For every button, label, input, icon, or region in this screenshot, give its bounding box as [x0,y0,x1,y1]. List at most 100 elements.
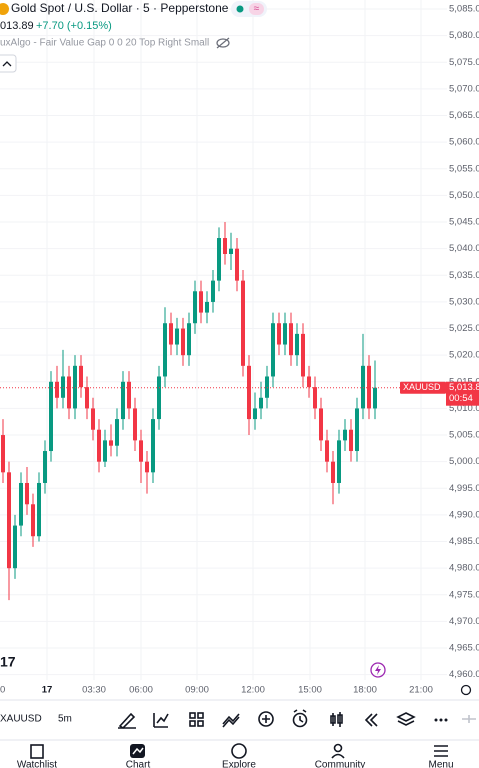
grid-layer [0,0,447,680]
candle-body [61,376,65,398]
candle-body [283,323,287,345]
badge-glyph: ≈ [254,4,260,15]
y-tick-label: 5,085.0 [449,4,479,15]
candle-body [97,429,101,462]
candle-body [79,365,83,388]
y-tick-label: 5,055.0 [449,163,479,174]
candle-body [199,291,203,313]
data-badge [249,3,264,15]
last-price: 013.89 [0,20,34,32]
candle-body [361,365,365,409]
candle-body [325,440,329,462]
candle-body [109,440,113,446]
y-tick-label: 5,040.0 [449,243,479,254]
candle-body [163,323,167,377]
y-tick-label: 5,000.0 [449,456,479,467]
candle-body [1,435,5,473]
candle-body [349,429,353,452]
toolbar-symbol[interactable]: XAUUSD [0,714,42,725]
nav-labels: Watchlist Chart Explore Community Menu [17,760,454,768]
lightning-icon [375,665,381,675]
candle-body [55,381,59,398]
candle-body [355,408,359,452]
candle-body [187,323,191,356]
candle-body [151,419,155,473]
candle-body [19,482,23,526]
candle-body [43,451,47,483]
candle-body [331,461,335,483]
candle-body [367,365,371,409]
candle-body [67,376,71,409]
candle-body [373,387,377,409]
x-tick-label: 17 [42,685,53,696]
candle-body [205,301,209,313]
candle-body [193,291,197,324]
candle-body [121,381,125,420]
community-icon [333,743,343,753]
candle-body [271,323,275,377]
candle-body [217,238,221,281]
x-tick-label: 12:00 [241,685,265,696]
candle-body [133,408,137,441]
chart-icon [130,744,145,758]
candle-body [91,408,95,430]
settings-button[interactable] [460,684,472,696]
y-tick-label: 4,985.0 [449,536,479,547]
toolbar-icons[interactable] [118,709,476,730]
watchlist-icon [30,744,44,759]
y-tick-label: 5,025.0 [449,323,479,334]
y-tick-label: 5,030.0 [449,296,479,307]
candle-body [25,482,29,505]
nav-label[interactable]: Explore [222,760,256,768]
candle-body [301,333,305,377]
candle-body [157,376,161,420]
y-tick-label: 4,975.0 [449,589,479,600]
community-icon-body [331,753,345,759]
collapse-icon [2,61,12,67]
y-tick-label: 5,050.0 [449,190,479,201]
candle-body [145,461,149,473]
y-tick-label: 4,980.0 [449,563,479,574]
x-tick-label: 03:30 [82,685,106,696]
candle-body [211,280,215,302]
candle-body [235,248,239,281]
explore-icon [231,743,247,759]
candle-body [115,419,119,446]
y-tick-label: 5,010.0 [449,403,479,414]
indicator-label[interactable]: uxAlgo - Fair Value Gap 0 0 20 Top Right… [0,38,209,49]
x-tick-label: 18:00 [353,685,377,696]
candle-body [31,504,35,537]
nav-label[interactable]: Watchlist [17,760,57,768]
candles-layer [1,222,377,601]
y-tick-label: 5,020.0 [449,350,479,361]
y-tick-label: 5,070.0 [449,83,479,94]
candle-body [49,381,53,452]
candle-body [241,280,245,366]
symbol-tag: XAUUSD [403,382,441,392]
nav-label[interactable]: Menu [428,760,453,768]
y-tick-label: 4,970.0 [449,616,479,627]
toolbar-interval[interactable]: 5m [58,714,72,725]
symbol-icon [0,3,9,15]
market-open-dot [236,5,244,13]
candle-body [253,408,257,420]
logo: 17 [0,654,16,670]
hide-icon[interactable] [216,37,230,49]
nav-label[interactable]: Community [315,760,366,768]
candle-body [73,365,77,409]
candle-body [169,323,173,345]
menu-icon [434,745,448,757]
candle-body [103,440,107,462]
candle-body [337,440,341,483]
x-tick-label: 06:00 [129,685,153,696]
x-tick-label: 09:00 [185,685,209,696]
price-tag: 5,013.8 [449,382,479,393]
alert-button[interactable] [370,662,386,678]
candle-body [181,328,185,356]
candle-body [307,376,311,388]
symbol-tag-bg [400,381,446,394]
y-tick-label: 5,060.0 [449,137,479,148]
candle-body [313,387,317,409]
nav-label[interactable]: Chart [126,760,151,768]
price-tag-bg [446,381,479,406]
